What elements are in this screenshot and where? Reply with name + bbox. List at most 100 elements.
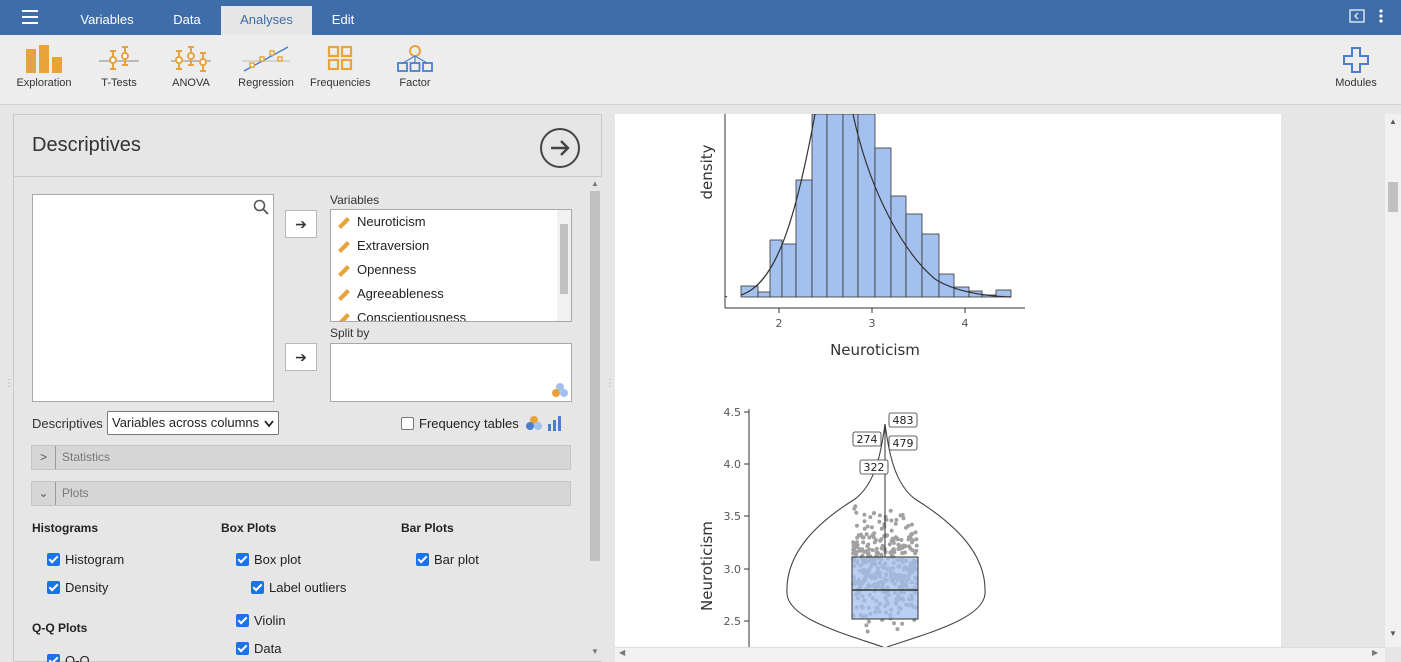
list-item[interactable]: Neuroticism (337, 210, 426, 234)
nominal-variable-icon (525, 415, 543, 431)
data-point (867, 536, 871, 540)
data-point (899, 538, 903, 542)
qq-checkbox[interactable]: Q-Q (47, 653, 90, 662)
ribbon-anova[interactable]: ANOVA (168, 45, 214, 89)
qq-plots-header: Q-Q Plots (32, 621, 87, 635)
more-options-icon[interactable] (1378, 8, 1384, 27)
frequencies-icon (320, 45, 360, 73)
ribbon-label: Exploration (16, 77, 71, 89)
split-by-label: Split by (330, 326, 369, 340)
scroll-thumb[interactable] (590, 191, 600, 561)
data-point (895, 537, 899, 541)
checkbox-box[interactable] (47, 654, 60, 662)
resize-handle-middle[interactable]: ⋮ (605, 378, 615, 389)
list-item[interactable]: Agreeableness (337, 282, 444, 306)
histogram-y-axis-title: density (698, 144, 716, 199)
ribbon-exploration[interactable]: Exploration (14, 45, 74, 89)
barplot-checkbox[interactable]: Bar plot (416, 552, 479, 568)
data-point (900, 622, 904, 626)
data-point (872, 535, 876, 539)
list-item[interactable]: Extraversion (337, 234, 429, 258)
frequency-tables-checkbox[interactable]: Frequency tables (401, 416, 519, 432)
scroll-thumb[interactable] (1388, 182, 1398, 212)
boxplot-tick-label: 3.5 (724, 510, 742, 523)
data-point (889, 519, 893, 523)
results-horizontal-scrollbar[interactable]: ◀ ▶ (615, 647, 1385, 662)
list-item[interactable]: Conscientiousness (337, 306, 466, 322)
boxplot-checkbox[interactable]: Box plot (236, 552, 301, 568)
move-to-variables-button[interactable]: ➔ (285, 210, 317, 238)
panel-title: Descriptives (32, 134, 141, 157)
ribbon-frequencies[interactable]: Frequencies (310, 45, 370, 89)
run-analysis-button[interactable] (540, 128, 580, 168)
data-point (862, 513, 866, 517)
data-point (853, 504, 857, 508)
tab-edit[interactable]: Edit (318, 6, 368, 35)
variables-list-scrollbar[interactable] (557, 210, 571, 321)
histogram-x-axis-title: Neuroticism (830, 341, 920, 359)
ribbon-label: T-Tests (101, 77, 136, 89)
continuous-variable-icon (337, 312, 351, 322)
select-value: Variables across columns (112, 415, 259, 430)
ribbon-t-tests[interactable]: T-Tests (96, 45, 142, 89)
tab-analyses[interactable]: Analyses (221, 6, 312, 35)
list-item[interactable]: Openness (337, 258, 416, 282)
checkbox-box[interactable] (47, 553, 60, 566)
checkbox-label: Box plot (254, 552, 301, 567)
variables-label: Variables (330, 193, 379, 207)
variable-name: Agreeableness (357, 286, 444, 301)
data-point (880, 553, 884, 557)
checkbox-box[interactable] (236, 614, 249, 627)
arrow-right-icon (542, 130, 578, 166)
checkbox-label: Label outliers (269, 580, 346, 595)
barplots-header: Bar Plots (401, 521, 454, 535)
descriptives-layout-select[interactable]: Variables across columns (107, 411, 279, 435)
data-point (875, 547, 879, 551)
tab-variables[interactable]: Variables (62, 6, 152, 35)
data-point (882, 525, 886, 529)
search-icon[interactable] (253, 199, 269, 215)
checkbox-box[interactable] (47, 581, 60, 594)
density-checkbox[interactable]: Density (47, 580, 108, 596)
window-mode-icon[interactable] (1349, 9, 1365, 26)
data-point (861, 540, 865, 544)
factor-icon (395, 45, 435, 73)
checkbox-box[interactable] (236, 553, 249, 566)
outlier-label: 274 (857, 433, 878, 446)
chevron-down-icon: ⌄ (32, 482, 56, 505)
data-point (901, 513, 905, 517)
label-outliers-checkbox[interactable]: Label outliers (251, 580, 346, 596)
split-by-list[interactable] (330, 343, 572, 402)
ribbon-factor[interactable]: Factor (392, 45, 438, 89)
available-variables-list[interactable] (32, 194, 274, 402)
data-point (911, 548, 915, 552)
results-vertical-scrollbar[interactable]: ▲ ▼ (1385, 114, 1401, 647)
data-point (860, 535, 864, 539)
descriptives-layout-label: Descriptives (32, 416, 103, 431)
data-point (915, 544, 919, 548)
tab-data[interactable]: Data (158, 6, 216, 35)
ribbon-regression[interactable]: Regression (238, 45, 294, 89)
checkbox-box[interactable] (401, 417, 414, 430)
outlier-label: 483 (893, 414, 914, 427)
plus-icon (1342, 47, 1370, 73)
data-point (890, 553, 894, 557)
hamburger-menu-icon[interactable] (22, 10, 38, 24)
data-point (866, 525, 870, 529)
data-checkbox[interactable]: Data (236, 641, 281, 657)
checkbox-label: Q-Q (65, 653, 90, 662)
violin-checkbox[interactable]: Violin (236, 613, 286, 629)
checkbox-box[interactable] (236, 642, 249, 655)
data-point (898, 544, 902, 548)
statistics-section-toggle[interactable]: > Statistics (31, 445, 571, 470)
plots-section-toggle[interactable]: ⌄ Plots (31, 481, 571, 506)
ribbon-modules[interactable]: Modules (1330, 47, 1382, 89)
checkbox-box[interactable] (251, 581, 264, 594)
results-margin (1281, 114, 1385, 647)
variables-list[interactable]: Neuroticism Extraversion Openness Agreea… (330, 209, 572, 322)
checkbox-box[interactable] (416, 553, 429, 566)
options-scrollbar[interactable]: ▲ ▼ (588, 177, 602, 661)
move-to-split-by-button[interactable]: ➔ (285, 343, 317, 371)
checkbox-label: Density (65, 580, 108, 595)
histogram-checkbox[interactable]: Histogram (47, 552, 124, 568)
